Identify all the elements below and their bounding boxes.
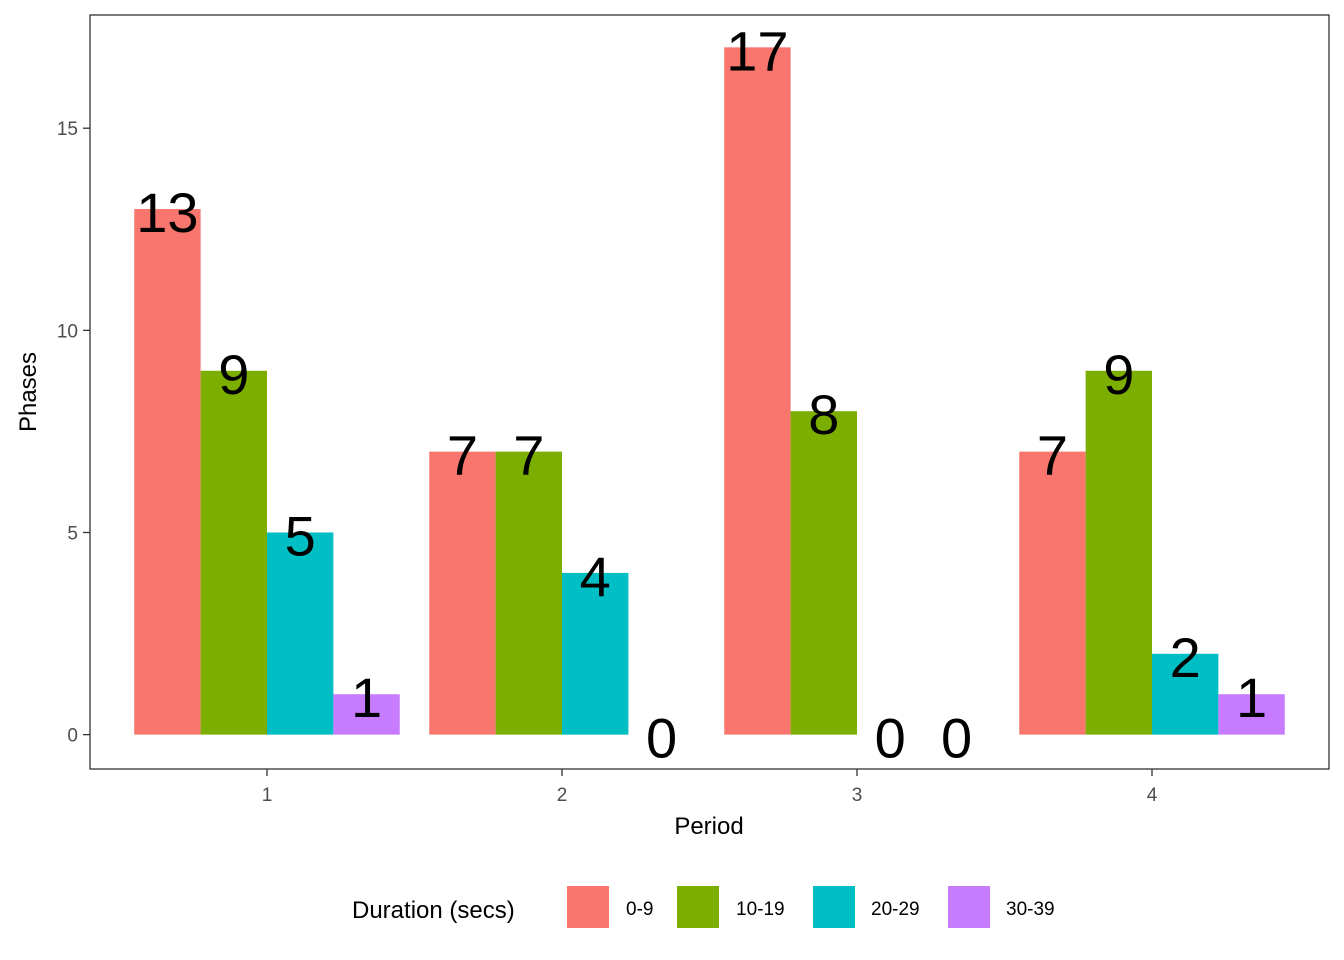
legend: Duration (secs) 0-9 10-19 20-29 30-39 <box>352 886 1055 928</box>
legend-key <box>813 886 855 928</box>
data-label: 5 <box>285 504 316 567</box>
data-label: 13 <box>136 181 198 244</box>
data-label: 0 <box>875 707 906 770</box>
data-label: 1 <box>351 666 382 729</box>
bar <box>1152 653 1219 735</box>
bar <box>200 370 267 735</box>
bar <box>1218 694 1285 735</box>
data-label: 0 <box>646 707 677 770</box>
x-tick-label: 4 <box>1147 785 1158 806</box>
x-tick-label: 2 <box>557 785 568 806</box>
data-label: 7 <box>1037 424 1068 487</box>
legend-key <box>567 886 609 928</box>
bar <box>267 532 334 735</box>
data-label: 9 <box>218 343 249 406</box>
x-tick-label: 3 <box>852 785 863 806</box>
y-tick-label: 5 <box>67 523 78 544</box>
y-axis: 0 5 10 15 <box>57 119 90 747</box>
bar <box>790 411 857 735</box>
data-label: 9 <box>1103 343 1134 406</box>
data-label: 17 <box>726 19 788 82</box>
legend-label: 30-39 <box>1006 899 1055 920</box>
legend-title: Duration (secs) <box>352 897 515 924</box>
y-tick-label: 15 <box>57 119 78 140</box>
legend-label: 20-29 <box>871 899 920 920</box>
y-tick-label: 0 <box>67 726 78 747</box>
x-axis: 1 2 3 4 <box>262 769 1158 806</box>
legend-key <box>948 886 990 928</box>
bar <box>1085 370 1152 735</box>
bar <box>495 451 562 735</box>
y-axis-title: Phases <box>15 352 42 432</box>
data-label: 4 <box>580 545 611 608</box>
legend-label: 10-19 <box>736 899 785 920</box>
legend-key <box>677 886 719 928</box>
x-tick-label: 1 <box>262 785 273 806</box>
bar <box>1019 451 1086 735</box>
data-label: 7 <box>513 424 544 487</box>
bar <box>429 451 496 735</box>
bar <box>333 694 400 735</box>
legend-label: 0-9 <box>626 899 653 920</box>
x-axis-title: Period <box>674 813 743 840</box>
y-tick-label: 10 <box>57 321 78 342</box>
data-label: 8 <box>808 383 839 446</box>
data-label: 2 <box>1170 626 1201 689</box>
data-label: 7 <box>447 424 478 487</box>
bar <box>562 572 629 735</box>
bar <box>724 47 791 735</box>
bars <box>134 47 1285 735</box>
data-label: 0 <box>941 707 972 770</box>
data-label: 1 <box>1236 666 1267 729</box>
bar <box>134 209 201 735</box>
